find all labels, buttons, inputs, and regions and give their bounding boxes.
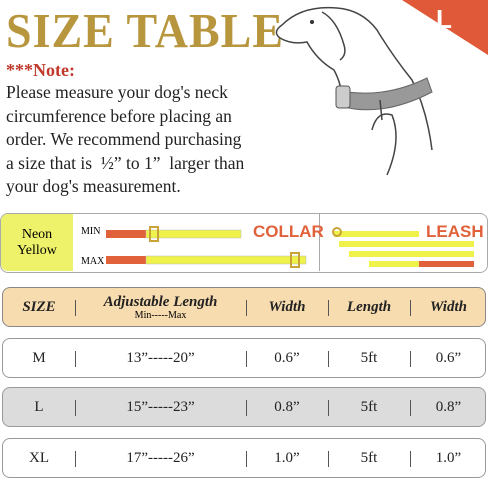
table-cell: 5ft: [328, 339, 410, 377]
dog-illustration: [275, 0, 488, 176]
collar-label: COLLAR: [253, 222, 324, 241]
column-separator: [410, 351, 411, 367]
note-label: ***Note:: [6, 60, 75, 80]
table-cell: 0.6”: [410, 339, 487, 377]
cell-text: XL: [29, 449, 49, 466]
column-separator: [246, 300, 247, 316]
cell-text: 5ft: [360, 398, 378, 415]
table-cell: 1.0”: [246, 439, 328, 477]
column-separator: [246, 351, 247, 367]
cell-text: 0.8”: [435, 398, 462, 415]
column-separator: [410, 300, 411, 316]
cell-text: 1.0”: [435, 449, 462, 466]
color-row: Neon Yellow MIN MAX COLLAR LEASH: [0, 213, 488, 273]
header-cell: Width: [410, 288, 487, 326]
cell-text: 5ft: [360, 349, 378, 366]
table-row: M 13”-----20” 0.6” 5ft 0.6”: [2, 338, 486, 378]
header-cell: SIZE: [3, 288, 75, 326]
table-cell: L: [3, 388, 75, 426]
column-separator: [328, 300, 329, 316]
header-cell: Width: [246, 288, 328, 326]
table-cell: 15”-----23”: [75, 388, 246, 426]
leash-label: LEASH: [426, 222, 484, 241]
leash-illustration: [332, 227, 474, 267]
collar-illustration: [106, 226, 307, 268]
cell-text: 0.6”: [435, 349, 462, 366]
note-line: a size that is ½” to 1” larger than: [6, 152, 245, 173]
table-cell: 0.8”: [410, 388, 487, 426]
table-cell: 0.8”: [246, 388, 328, 426]
color-text: Neon: [21, 226, 53, 242]
column-separator: [328, 351, 329, 367]
cell-text: L: [34, 398, 44, 415]
cell-text: 0.8”: [274, 398, 300, 415]
table-cell: 17”-----26”: [75, 439, 246, 477]
cell-text: 5ft: [360, 449, 378, 466]
cell-text: 1.0”: [274, 449, 300, 466]
table-cell: 1.0”: [410, 439, 487, 477]
header-text: Width: [430, 298, 467, 315]
subheader: Min-----Max: [134, 310, 187, 321]
table-cell: XL: [3, 439, 75, 477]
size-badge: L: [436, 4, 452, 34]
note-line: order. We recommend purchasing: [6, 129, 242, 149]
header-text: Length: [346, 298, 392, 315]
header-cell: Adjustable Length: [75, 288, 246, 326]
column-separator: [410, 400, 411, 416]
max-label: MAX: [81, 256, 105, 267]
cell-text: 13”-----20”: [126, 349, 195, 366]
cell-text: 15”-----23”: [126, 398, 195, 415]
column-separator: [328, 400, 329, 416]
column-separator: [246, 451, 247, 467]
column-separator: [328, 451, 329, 467]
color-text: Yellow: [17, 242, 57, 258]
note-line: Please measure your dog's neck: [6, 82, 228, 102]
cell-text: M: [32, 349, 46, 366]
cell-text: 17”-----26”: [126, 449, 195, 466]
cell-text: 0.6”: [274, 349, 300, 366]
header-cell: Length: [328, 288, 410, 326]
header-text: Width: [268, 298, 306, 315]
table-cell: M: [3, 339, 75, 377]
column-separator: [246, 400, 247, 416]
min-label: MIN: [81, 226, 101, 237]
header-text: Adjustable Length: [103, 293, 218, 310]
table-header: SIZE Adjustable Length Width Length Width Min…: [2, 287, 486, 327]
note-line: your dog's measurement.: [6, 176, 181, 196]
table-cell: 5ft: [328, 388, 410, 426]
title: SIZE TABLE: [6, 3, 285, 58]
column-separator: [75, 351, 76, 367]
column-separator: [75, 300, 76, 316]
color-label: Neon Yellow: [1, 214, 73, 271]
table-row: L 15”-----23” 0.8” 5ft 0.8”: [2, 387, 486, 427]
table-cell: 5ft: [328, 439, 410, 477]
table-cell: 0.6”: [246, 339, 328, 377]
column-separator: [75, 400, 76, 416]
table-row: XL 17”-----26” 1.0” 5ft 1.0”: [2, 438, 486, 478]
column-separator: [410, 451, 411, 467]
column-separator: [75, 451, 76, 467]
note-line: circumference before placing an: [6, 105, 232, 126]
table-cell: 13”-----20”: [75, 339, 246, 377]
header-text: SIZE: [22, 298, 56, 315]
